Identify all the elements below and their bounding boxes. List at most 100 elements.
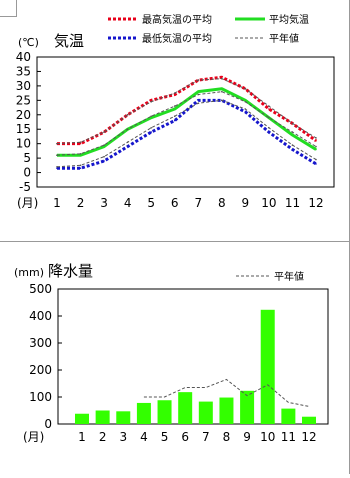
temperature-data-point — [245, 100, 247, 102]
temperature-data-point — [127, 128, 129, 130]
temperature-data-point — [150, 117, 152, 119]
temperature-y-tick-label: 20 — [16, 108, 31, 122]
temperature-data-point — [245, 111, 247, 113]
precipitation-bar — [158, 400, 172, 424]
precipitation-bar — [75, 414, 89, 424]
temperature-data-point — [268, 117, 270, 119]
temperature-data-point — [197, 79, 199, 81]
temperature-data-point — [174, 105, 176, 107]
precipitation-y-tick-label: 400 — [29, 309, 52, 323]
precipitation-x-tick-label: 11 — [281, 430, 296, 444]
temperature-data-point — [292, 123, 294, 125]
precipitation-y-tick-label: 0 — [44, 417, 52, 431]
temperature-x-tick-label: 5 — [147, 196, 155, 210]
temperature-data-point — [150, 115, 152, 117]
temperature-plot-frame — [37, 57, 334, 187]
temperature-data-point — [292, 131, 294, 133]
temperature-data-point — [80, 153, 82, 155]
temperature-data-point — [315, 163, 317, 165]
temperature-data-point — [174, 115, 176, 117]
precipitation-x-tick-label: 5 — [161, 430, 169, 444]
temperature-data-point — [80, 165, 82, 167]
precipitation-x-tick-label: 10 — [260, 430, 275, 444]
temperature-data-point — [245, 88, 247, 90]
temperature-series-line — [57, 89, 316, 155]
temperature-x-tick-label: 9 — [242, 196, 250, 210]
temperature-x-tick-label: 1 — [53, 196, 61, 210]
temperature-y-tick-label: 30 — [16, 79, 31, 93]
precipitation-bar — [219, 398, 233, 424]
precipitation-x-tick-label: 8 — [223, 430, 231, 444]
precipitation-chart-panel: (mm) 降水量 平年値 0 100 200 300 400 500 1234567891… — [0, 242, 350, 474]
temperature-data-point — [292, 134, 294, 136]
temperature-data-point — [103, 131, 105, 133]
precipitation-y-tick-label: 100 — [29, 390, 52, 404]
precipitation-x-tick-label: 1 — [78, 430, 86, 444]
legend-label: 最低気温の平均 — [142, 32, 212, 45]
precipitation-x-tick-label: 6 — [181, 430, 189, 444]
temperature-data-point — [197, 100, 199, 102]
temperature-data-point — [292, 149, 294, 151]
temperature-data-point — [174, 92, 176, 94]
temperature-data-point — [315, 146, 317, 148]
temperature-data-point — [268, 127, 270, 129]
temperature-x-tick-label: 11 — [285, 196, 300, 210]
precipitation-bar — [281, 409, 295, 424]
precipitation-bar — [96, 411, 110, 425]
temperature-y-tick-label: 10 — [16, 137, 31, 151]
temperature-x-tick-label: 12 — [308, 196, 323, 210]
temperature-data-point — [197, 91, 199, 93]
precipitation-x-tick-label: 7 — [202, 430, 210, 444]
temperature-data-point — [150, 101, 152, 103]
legend-label: 平年値 — [269, 32, 299, 45]
precipitation-y-tick-label: 200 — [29, 363, 52, 377]
precipitation-bar — [261, 310, 275, 424]
temperature-chart-panel: (℃) 気温 最高気温の平均 平均気温 最低気温の平均 平年値 -5 0 5 10 15 20 2… — [0, 0, 350, 241]
temperature-y-tick-label: 0 — [23, 166, 31, 180]
temperature-data-point — [315, 159, 317, 161]
temperature-data-point — [221, 88, 223, 90]
temperature-data-point — [56, 143, 58, 145]
precipitation-x-tick-label: 9 — [243, 430, 251, 444]
temperature-y-tick-label: 25 — [16, 93, 31, 107]
temperature-x-unit: (月) — [17, 196, 38, 210]
precipitation-unit: (mm) — [14, 266, 44, 279]
temperature-data-point — [174, 120, 176, 122]
precipitation-x-tick-label: 3 — [119, 430, 127, 444]
temperature-unit: (℃) — [18, 36, 39, 49]
temperature-data-point — [56, 166, 58, 168]
precipitation-y-tick-label: 500 — [29, 282, 52, 296]
temperature-data-point — [150, 127, 152, 129]
legend-label: 平均気温 — [269, 13, 309, 26]
temperature-x-tick-label: 2 — [77, 196, 85, 210]
temperature-data-point — [315, 137, 317, 139]
temperature-data-point — [80, 154, 82, 156]
temperature-data-point — [221, 91, 223, 93]
temperature-data-point — [103, 160, 105, 162]
precipitation-bar — [178, 392, 192, 424]
temperature-x-tick-label: 8 — [218, 196, 226, 210]
temperature-y-tick-label: 35 — [16, 64, 31, 78]
temperature-data-point — [127, 141, 129, 143]
temperature-data-point — [221, 76, 223, 78]
temperature-data-point — [315, 140, 317, 142]
precipitation-bar — [137, 403, 151, 424]
precipitation-x-tick-label: 2 — [99, 430, 107, 444]
precipitation-bar — [116, 411, 130, 424]
temperature-data-point — [56, 167, 58, 169]
precipitation-bar — [199, 402, 213, 424]
temperature-data-point — [268, 105, 270, 107]
temperature-y-tick-label: -5 — [19, 180, 31, 194]
temperature-data-point — [80, 167, 82, 169]
temperature-y-tick-label: 5 — [23, 151, 31, 165]
temperature-data-point — [245, 101, 247, 103]
precipitation-x-tick-label: 12 — [301, 430, 316, 444]
temperature-data-point — [127, 146, 129, 148]
temperature-data-point — [127, 114, 129, 116]
temperature-data-point — [150, 131, 152, 133]
temperature-data-point — [268, 131, 270, 133]
temperature-data-point — [221, 100, 223, 102]
temperature-data-point — [197, 94, 199, 96]
temperature-data-point — [103, 146, 105, 148]
